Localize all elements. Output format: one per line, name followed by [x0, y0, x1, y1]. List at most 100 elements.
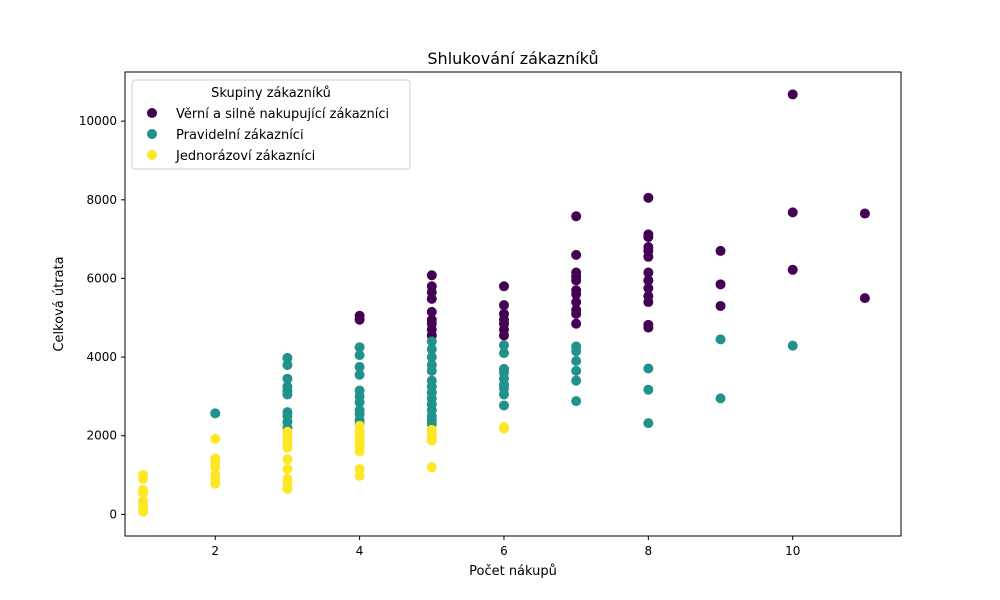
point-loyal-41	[643, 322, 654, 333]
x-axis-label: Počet nákupů	[469, 564, 557, 579]
point-loyal-19	[571, 249, 582, 260]
point-loyal-2	[426, 270, 437, 281]
point-loyal-48	[859, 208, 870, 219]
chart-title: Shlukování zákazníků	[427, 49, 598, 68]
point-onetime-15	[210, 478, 221, 489]
point-loyal-18	[571, 211, 582, 222]
point-regular-26	[426, 365, 437, 376]
point-onetime-20	[282, 442, 293, 453]
legend-marker-onetime	[147, 150, 157, 160]
point-regular-55	[715, 393, 726, 404]
point-regular-14	[354, 369, 365, 380]
legend-marker-regular	[147, 129, 157, 139]
point-onetime-21	[282, 454, 293, 465]
point-regular-48	[571, 365, 582, 376]
point-loyal-36	[643, 275, 654, 286]
point-onetime-32	[354, 446, 365, 457]
point-loyal-39	[643, 297, 654, 308]
point-loyal-22	[571, 275, 582, 286]
point-loyal-17	[498, 330, 509, 341]
point-loyal-43	[715, 279, 726, 290]
point-regular-24	[426, 352, 437, 363]
point-regular-52	[643, 384, 654, 395]
point-onetime-39	[426, 462, 437, 473]
legend-box	[131, 79, 411, 170]
point-onetime-38	[426, 435, 437, 446]
point-loyal-37	[643, 283, 654, 294]
point-regular-11	[354, 342, 365, 353]
legend-label-regular: Pravidelní zákazníci	[176, 128, 304, 143]
point-loyal-46	[787, 207, 798, 218]
point-regular-46	[571, 346, 582, 357]
point-loyal-6	[426, 306, 437, 317]
y-tick-label-8000: 8000	[86, 193, 117, 207]
x-tick-label-10: 10	[785, 544, 800, 558]
point-loyal-29	[643, 192, 654, 203]
x-axis-ticks: 2 4 6 8 10	[211, 536, 800, 558]
point-onetime-1	[138, 473, 149, 484]
y-tick-label-10000: 10000	[79, 114, 117, 128]
point-regular-13	[354, 361, 365, 372]
y-tick-label-4000: 4000	[86, 350, 117, 364]
point-regular-6	[282, 389, 293, 400]
point-loyal-5	[426, 293, 437, 304]
point-regular-44	[498, 400, 509, 411]
x-tick-label-2: 2	[211, 544, 219, 558]
y-tick-label-2000: 2000	[86, 429, 117, 443]
plot-frame	[124, 71, 902, 537]
point-loyal-28	[571, 318, 582, 329]
point-regular-36	[498, 340, 509, 351]
point-regular-37	[498, 348, 509, 359]
point-loyal-47	[787, 264, 798, 275]
legend-marker-loyal	[147, 108, 157, 118]
point-onetime-9	[210, 433, 221, 444]
point-loyal-49	[859, 293, 870, 304]
point-regular-56	[787, 340, 798, 351]
legend-label-loyal: Věrní a silně nakupující zákazníci	[176, 107, 389, 122]
point-onetime-8	[138, 506, 149, 517]
point-regular-0	[210, 408, 221, 419]
point-onetime-34	[354, 470, 365, 481]
point-regular-23	[426, 344, 437, 355]
point-regular-50	[571, 396, 582, 407]
y-tick-label-0: 0	[109, 507, 117, 521]
point-loyal-34	[643, 251, 654, 262]
x-tick-label-4: 4	[356, 544, 364, 558]
legend: Skupiny zákazníků Věrní a silně nakupují…	[131, 79, 411, 170]
point-loyal-35	[643, 267, 654, 278]
point-loyal-44	[715, 300, 726, 311]
point-loyal-45	[787, 89, 798, 100]
point-onetime-41	[498, 423, 509, 434]
point-regular-3	[282, 373, 293, 384]
point-regular-12	[354, 350, 365, 361]
point-loyal-31	[643, 232, 654, 243]
x-tick-label-6: 6	[500, 544, 508, 558]
point-loyal-12	[498, 300, 509, 311]
legend-title: Skupiny zákazníků	[211, 86, 331, 101]
point-regular-54	[715, 334, 726, 345]
point-regular-51	[643, 363, 654, 374]
point-regular-1	[282, 352, 293, 363]
point-regular-17	[354, 397, 365, 408]
legend-label-onetime: Jednorázoví zákazníci	[175, 149, 315, 164]
point-loyal-1	[354, 314, 365, 325]
point-regular-49	[571, 375, 582, 386]
point-regular-53	[643, 418, 654, 429]
point-regular-2	[282, 359, 293, 370]
point-loyal-42	[715, 245, 726, 256]
point-regular-43	[498, 389, 509, 400]
point-loyal-24	[571, 289, 582, 300]
point-onetime-3	[138, 487, 149, 498]
point-regular-22	[426, 336, 437, 347]
y-axis-ticks: 0 2000 4000 6000 8000 10000	[79, 114, 125, 521]
y-axis-label: Celková útrata	[52, 256, 67, 351]
point-regular-47	[571, 356, 582, 367]
point-loyal-25	[571, 297, 582, 308]
y-tick-label-6000: 6000	[86, 271, 117, 285]
x-tick-label-8: 8	[645, 544, 653, 558]
point-onetime-12	[210, 462, 221, 473]
point-loyal-27	[571, 308, 582, 319]
point-loyal-11	[498, 281, 509, 292]
point-onetime-22	[282, 464, 293, 475]
